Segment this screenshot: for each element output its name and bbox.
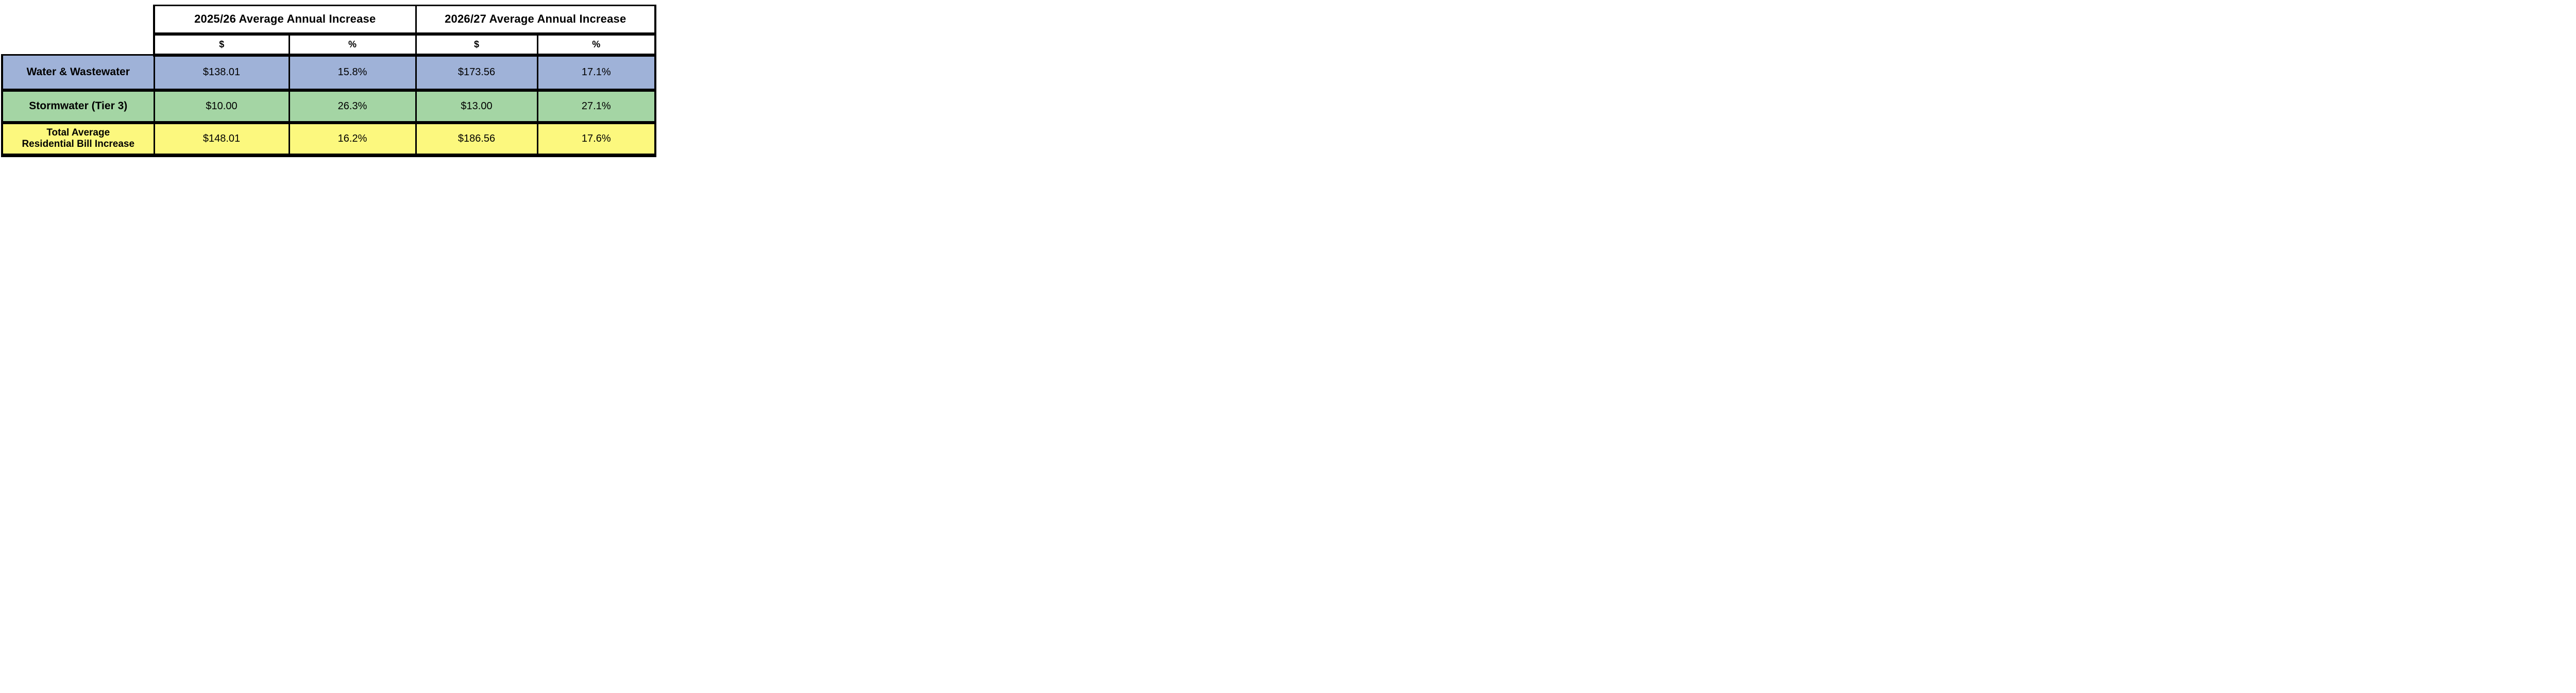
cell-water-2026-dollar: $173.56 xyxy=(415,54,538,92)
row-label-water-wastewater: Water & Wastewater xyxy=(1,54,155,92)
cell-total-2025-percent: 16.2% xyxy=(288,122,417,157)
row-label-text: Total Average xyxy=(46,127,110,139)
cell-storm-2025-dollar: $10.00 xyxy=(153,89,290,124)
cell-storm-2025-percent: 26.3% xyxy=(288,89,417,124)
year-header-2025-26: 2025/26 Average Annual Increase xyxy=(153,5,417,36)
cell-storm-2026-percent: 27.1% xyxy=(536,89,656,124)
cell-total-2026-dollar: $186.56 xyxy=(415,122,538,157)
empty-corner-cell xyxy=(2,5,154,34)
rate-increase-table-figure: 2025/26 Average Annual Increase 2026/27 … xyxy=(0,0,657,173)
empty-corner-cell xyxy=(2,33,154,55)
unit-header-dollar-2026-27: $ xyxy=(415,33,538,57)
cell-water-2026-percent: 17.1% xyxy=(536,54,656,92)
table-row-stormwater: Stormwater (Tier 3) $10.00 26.3% $13.00 … xyxy=(1,89,656,124)
cell-water-2025-dollar: $138.01 xyxy=(153,54,290,92)
row-label-total-average: Total Average Residential Bill Increase xyxy=(1,122,155,157)
unit-header-row: $ % $ % xyxy=(2,33,656,57)
table-row-water-wastewater: Water & Wastewater $138.01 15.8% $173.56… xyxy=(1,54,656,92)
rate-increase-table: 2025/26 Average Annual Increase 2026/27 … xyxy=(1,5,656,157)
unit-header-dollar-2025-26: $ xyxy=(153,33,290,57)
cell-storm-2026-dollar: $13.00 xyxy=(415,89,538,124)
cell-total-2025-dollar: $148.01 xyxy=(153,122,290,157)
unit-header-percent-2026-27: % xyxy=(536,33,656,57)
unit-header-percent-2025-26: % xyxy=(288,33,417,57)
year-header-2026-27: 2026/27 Average Annual Increase xyxy=(415,5,656,36)
table-row-total-average: Total Average Residential Bill Increase … xyxy=(1,122,656,157)
cell-water-2025-percent: 15.8% xyxy=(288,54,417,92)
year-header-row: 2025/26 Average Annual Increase 2026/27 … xyxy=(2,5,656,36)
row-label-text: Stormwater (Tier 3) xyxy=(29,99,128,112)
row-label-text: Residential Bill Increase xyxy=(22,139,135,150)
cell-total-2026-percent: 17.6% xyxy=(536,122,656,157)
row-label-text: Water & Wastewater xyxy=(26,65,130,78)
row-label-stormwater: Stormwater (Tier 3) xyxy=(1,89,155,124)
